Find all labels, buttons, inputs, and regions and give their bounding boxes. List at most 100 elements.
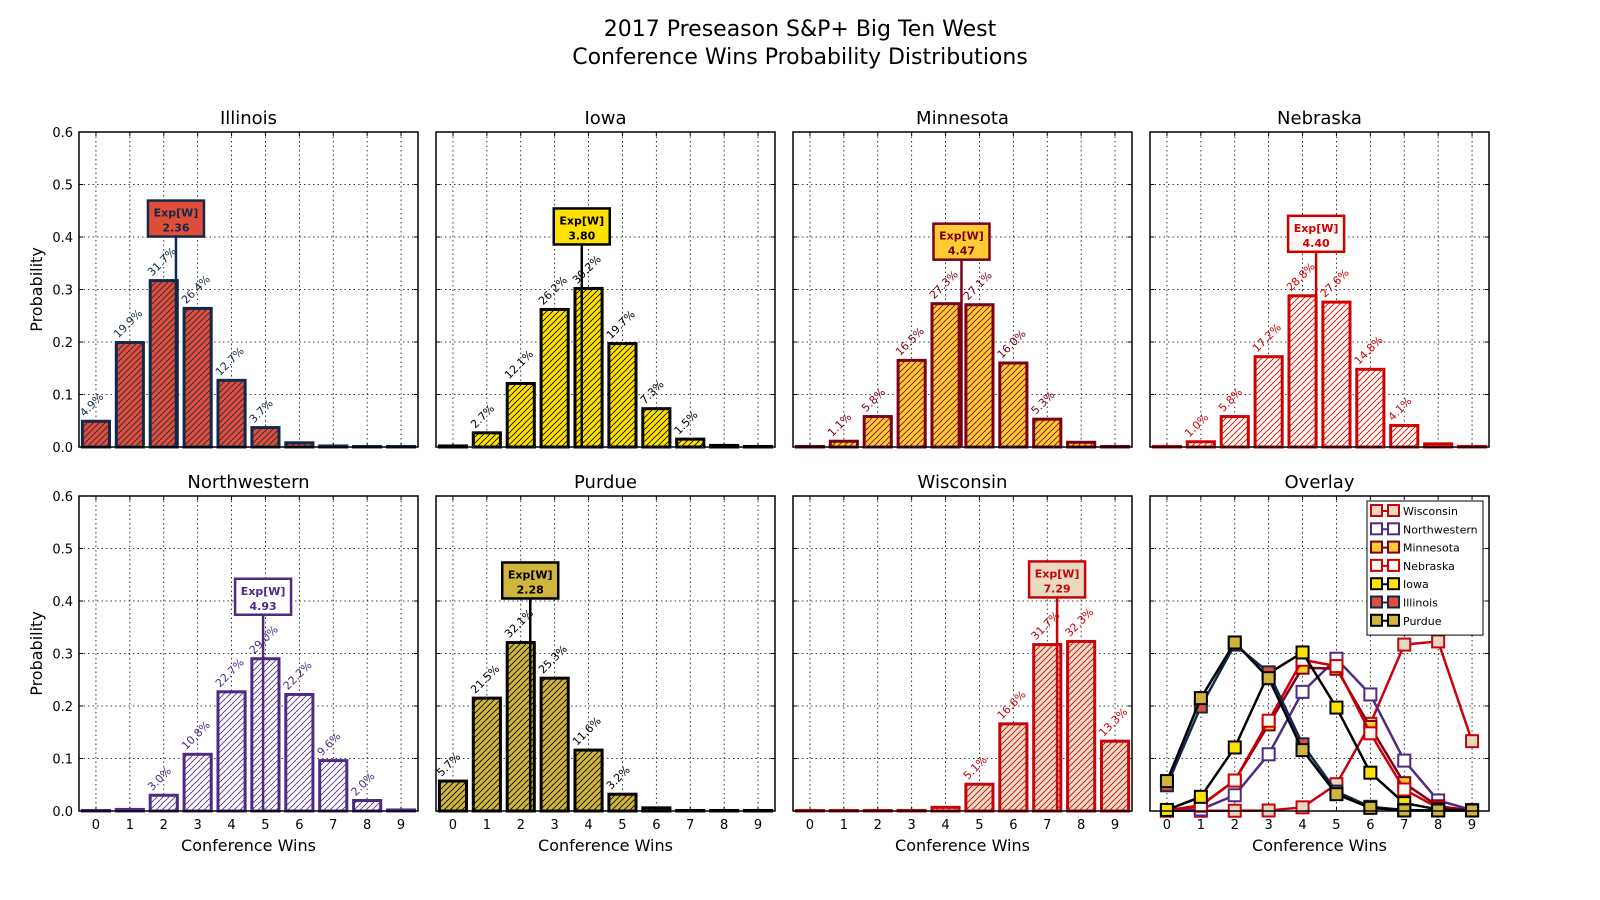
legend-label: Northwestern xyxy=(1403,523,1478,536)
x-tick-label: 2 xyxy=(517,818,525,833)
bar-purdue-0 xyxy=(437,779,469,813)
y-tick-label: 0.5 xyxy=(52,179,73,194)
x-tick-label: 6 xyxy=(1366,818,1374,833)
marker-purdue-5 xyxy=(1329,787,1344,802)
x-tick-label: 4 xyxy=(584,818,592,833)
x-tick-label: 3 xyxy=(551,818,559,833)
bar-iowa-1 xyxy=(471,431,502,449)
x-tick-label: 7 xyxy=(329,818,337,833)
x-tick-label: 4 xyxy=(1298,818,1306,833)
x-axis-label: Conference Wins xyxy=(1252,836,1387,855)
expected-wins-box xyxy=(146,199,206,238)
panel-title: Nebraska xyxy=(1277,108,1362,129)
expected-wins-box xyxy=(932,222,991,261)
bar-iowa-4 xyxy=(573,286,604,449)
x-tick-label: 3 xyxy=(1265,818,1273,833)
expected-wins-value: 3.80 xyxy=(568,229,595,242)
bar-illinois-5 xyxy=(250,426,281,449)
marker-wisconsin-7 xyxy=(1397,637,1412,652)
bar-northwestern-5 xyxy=(250,657,281,813)
bar-minnesota-1 xyxy=(828,439,859,449)
bar-northwestern-6 xyxy=(284,692,315,813)
marker-iowa-5 xyxy=(1329,700,1344,715)
bar-purdue-1 xyxy=(471,696,502,813)
x-tick-label: 5 xyxy=(261,818,269,833)
legend-box xyxy=(1366,500,1484,636)
bar-illinois-2 xyxy=(148,279,179,449)
x-tick-label: 0 xyxy=(1163,818,1171,833)
y-tick-label: 0.0 xyxy=(52,441,73,456)
x-tick-label: 5 xyxy=(618,818,626,833)
y-tick-label: 0.5 xyxy=(52,543,73,558)
plot-frame xyxy=(792,495,1133,812)
bar-wisconsin-8 xyxy=(1066,639,1097,813)
plot-area xyxy=(436,132,775,447)
series-line-northwestern xyxy=(1166,656,1473,812)
marker-northwestern-3 xyxy=(1261,747,1276,762)
y-tick-label: 0.6 xyxy=(52,126,73,141)
expected-wins-label: Exp[W] xyxy=(241,585,286,598)
bar-nebraska-2 xyxy=(1219,415,1250,449)
marker-iowa-0 xyxy=(1159,802,1174,817)
bar-illinois-0 xyxy=(80,419,112,449)
legend-marker xyxy=(1370,504,1383,517)
bar-nebraska-3 xyxy=(1253,355,1284,449)
legend-marker xyxy=(1370,595,1383,609)
legend-label: Illinois xyxy=(1403,597,1438,610)
panel-title: Minnesota xyxy=(916,108,1009,129)
panel-title: Northwestern xyxy=(187,472,309,493)
expected-wins-value: 2.36 xyxy=(162,222,189,235)
x-tick-label: 2 xyxy=(1231,818,1239,833)
bar-purdue-3 xyxy=(539,676,570,813)
expected-wins-label: Exp[W] xyxy=(508,568,553,581)
bar-illinois-4 xyxy=(216,378,247,449)
x-tick-label: 0 xyxy=(92,818,100,833)
y-tick-label: 0.3 xyxy=(52,284,73,299)
plot-area xyxy=(79,496,418,811)
legend-marker xyxy=(1387,595,1400,609)
x-tick-label: 4 xyxy=(941,818,949,833)
x-tick-label: 1 xyxy=(1197,818,1205,833)
x-tick-label: 6 xyxy=(295,818,303,833)
y-axis-label: Probability xyxy=(27,611,46,696)
expected-wins-box xyxy=(1286,214,1346,254)
expected-wins-label: Exp[W] xyxy=(559,214,604,227)
legend-item-minnesota: Minnesota xyxy=(1370,540,1460,555)
legend-item-purdue: Purdue xyxy=(1370,613,1442,628)
panel-northwestern: 0 1 2 3 4 5 6 7 8 9 0.0 0.1 0.2 0.3 0.4 0.5 0.6 Probabili… xyxy=(27,472,419,855)
expected-wins-value: 2.28 xyxy=(517,583,544,596)
x-tick-label: 0 xyxy=(806,818,814,833)
legend-marker xyxy=(1370,558,1383,572)
expected-wins-label: Exp[W] xyxy=(1294,222,1339,235)
marker-purdue-4 xyxy=(1295,743,1310,758)
x-axis-label: Conference Wins xyxy=(538,836,673,855)
expected-wins-box xyxy=(1027,560,1087,599)
marker-purdue-2 xyxy=(1227,635,1242,650)
bar-purdue-4 xyxy=(573,748,604,813)
bar-minnesota-5 xyxy=(964,303,995,449)
x-tick-label: 5 xyxy=(975,818,983,833)
legend-marker xyxy=(1387,522,1400,536)
expected-wins-label: Exp[W] xyxy=(939,230,984,243)
legend-marker xyxy=(1370,522,1383,536)
expected-wins-label: Exp[W] xyxy=(1035,567,1080,580)
marker-iowa-4 xyxy=(1295,645,1310,660)
y-tick-label: 0.6 xyxy=(52,490,73,505)
expected-wins-value: 4.47 xyxy=(948,245,975,258)
legend-marker xyxy=(1387,504,1400,517)
suptitle-line-1: 2017 Preseason S&P+ Big Ten West xyxy=(604,17,997,42)
y-tick-label: 0.0 xyxy=(52,805,73,820)
marker-northwestern-7 xyxy=(1397,753,1412,768)
marker-nebraska-2 xyxy=(1227,773,1242,788)
plot-frame xyxy=(1149,495,1490,812)
bar-nebraska-4 xyxy=(1287,294,1318,449)
marker-nebraska-6 xyxy=(1363,726,1378,741)
expected-wins-value: 7.29 xyxy=(1044,582,1071,595)
legend-marker xyxy=(1387,577,1400,591)
x-tick-label: 2 xyxy=(874,818,882,833)
